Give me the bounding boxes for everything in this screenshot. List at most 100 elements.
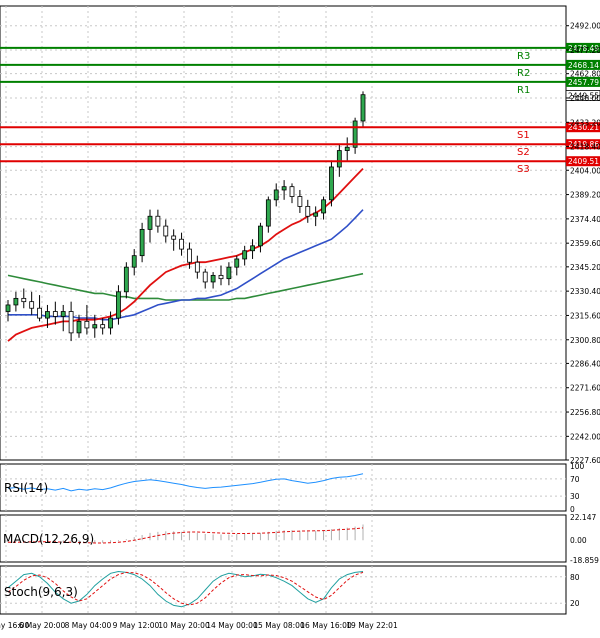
x-label-6: 15 May 08:00 [253,621,305,630]
candle [171,229,177,251]
candle-body-down [171,235,177,240]
macd-ytick-1: 0.00 [570,536,587,545]
candle-body-up [210,274,216,283]
candle [218,265,224,286]
candle-body-down [52,311,58,317]
candle [60,304,66,332]
stoch-ytick-0: 80 [570,573,580,582]
candle-body-down [297,196,303,207]
candle-body-up [45,311,50,319]
x-label-8: 19 May 22:01 [346,621,398,630]
candle-body-up [281,186,287,191]
pane-frame-2 [0,514,567,563]
candle-body-up [242,250,248,260]
candle-body-up [250,245,255,252]
candle-body-down [202,271,208,283]
candle [37,295,42,322]
level-tag-r1: 2457.79 [568,78,599,87]
level-tag-s1: 2430.21 [568,123,599,132]
x-label-2: 8 May 04:00 [65,621,112,630]
chart-panes [0,5,567,615]
candle-body-down [68,311,74,334]
candle-body-up [321,199,326,214]
level-tag-bg-r2 [566,59,600,70]
candle-body-up [360,94,366,122]
main-ytick-17: 2242.00 [570,432,600,441]
candle [313,206,319,227]
candle [210,272,216,289]
level-tag-bg-s2 [566,139,600,150]
candle [179,232,184,256]
main-ytick-7: 2389.20 [570,191,600,200]
candle [13,291,19,312]
macd-signal-line [8,527,364,544]
ma-fast-red-line [7,167,364,342]
candle [147,209,153,243]
level-tag-s2: 2419.86 [568,140,599,149]
candle [265,196,271,233]
moving-average-lines [7,167,364,342]
candle-body-up [108,317,113,329]
x-label-3: 9 May 12:00 [113,621,160,630]
candle-body-down [187,248,192,263]
main-ytick-6: 2404.00 [570,166,600,175]
candle-body-down [218,274,224,280]
rsi-label: RSI(14) [4,481,48,495]
x-label-4: 10 May 20:00 [158,621,210,630]
candle [45,304,50,328]
candle-body-up [5,304,11,312]
ma-mid-blue-line [8,209,364,321]
candle-body-down [84,320,90,329]
candle-body-up [139,228,145,257]
candle [100,318,106,335]
candle [155,209,161,233]
level-label-s3: S3 [517,164,530,175]
level-label-r1: R1 [517,85,530,96]
main-ytick-13: 2300.80 [570,336,600,345]
candle [52,301,58,325]
candle [139,222,145,263]
stoch-label: Stoch(9,6,3) [4,585,78,599]
candle [76,314,82,338]
level-tag-bg-s3 [566,156,600,167]
candle [234,255,240,276]
main-ytick-3: 2448.00 [570,94,600,103]
stoch-k-line [7,570,364,608]
sub-grids [0,478,566,604]
main-ytick-11: 2330.40 [570,287,600,296]
candle-body-up [313,212,319,217]
current-price-tag: 2449.55 [568,91,599,100]
candle [116,285,121,325]
candle-body-down [305,205,311,217]
level-tag-r2: 2468.14 [568,61,599,70]
candle-body-down [179,238,184,250]
candle-body-up [258,225,263,247]
candle [226,262,232,286]
candle [202,268,208,289]
candle-body-down [155,215,161,227]
main-ytick-15: 2271.60 [570,384,600,393]
main-ytick-10: 2345.20 [570,263,600,272]
candle-body-down [194,261,200,273]
candle [281,180,287,200]
candle [29,291,35,315]
level-tag-bg-r1 [566,76,600,87]
candle [5,300,11,322]
axes: 2492.00 2477.20 2462.80 2448.00 2433.20 2418.… [0,22,600,630]
candle [84,304,90,335]
candle [297,189,303,213]
main-ytick-2: 2462.80 [570,70,600,79]
candle-body-up [76,320,82,334]
candle-body-up [352,120,358,148]
x-label-7: 16 May 16:00 [300,621,352,630]
macd-ytick-2: -18.859 [570,556,599,565]
candle [194,255,200,279]
level-label-r3: R3 [517,51,530,62]
candle-body-down [21,297,27,303]
stoch-ytick-1: 20 [570,599,580,608]
candle [21,288,27,309]
candle-body-down [163,225,169,237]
candle-body-down [37,307,42,319]
